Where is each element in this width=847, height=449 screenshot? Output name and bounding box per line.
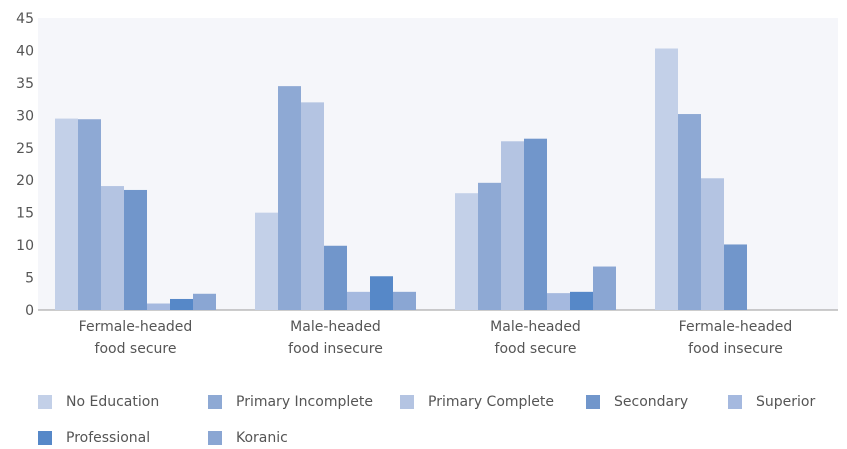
bar [478, 182, 501, 310]
y-tick-label: 35 [16, 76, 34, 92]
bar [347, 291, 370, 310]
x-category-label: food secure [495, 341, 577, 357]
bar [547, 293, 570, 310]
legend-item: Primary Incomplete [208, 394, 373, 410]
legend-item: Secondary [586, 394, 688, 410]
bar [55, 118, 78, 310]
bar [701, 178, 724, 310]
legend-label: Koranic [236, 430, 288, 446]
y-tick-label: 20 [16, 173, 34, 189]
x-category-label: Male-headed [290, 319, 381, 335]
x-category-label: food insecure [688, 341, 783, 357]
bar [324, 245, 347, 310]
bar [170, 298, 193, 310]
x-category-label: food secure [95, 341, 177, 357]
y-tick-label: 5 [25, 271, 34, 287]
bar [101, 186, 124, 310]
y-tick-label: 25 [16, 141, 34, 157]
bar [78, 119, 101, 310]
bar [393, 291, 416, 310]
y-tick-label: 30 [16, 108, 34, 124]
legend-swatch [400, 395, 414, 409]
legend-label: Primary Complete [428, 394, 555, 410]
legend-swatch [586, 395, 600, 409]
y-tick-label: 15 [16, 206, 34, 222]
legend-item: Superior [728, 394, 815, 410]
bar [593, 266, 616, 310]
legend-label: Professional [66, 430, 151, 446]
x-category-label: Fermale-headed [79, 319, 193, 335]
y-tick-label: 45 [16, 11, 34, 27]
y-tick-label: 40 [16, 43, 34, 59]
y-tick-label: 10 [16, 238, 34, 254]
legend-item: Professional [38, 430, 150, 446]
bar [370, 276, 393, 310]
bar [501, 141, 524, 310]
bar [255, 212, 278, 310]
bar [278, 86, 301, 310]
legend-item: No Education [38, 394, 159, 410]
legend-item: Koranic [208, 430, 288, 446]
legend-label: Primary Incomplete [236, 394, 373, 410]
legend-label: Superior [756, 394, 816, 410]
bar [193, 293, 216, 310]
legend-swatch [38, 431, 52, 445]
bar [678, 114, 701, 310]
bar [147, 303, 170, 310]
legend-swatch [208, 395, 222, 409]
legend-swatch [38, 395, 52, 409]
x-category-label: Fermale-headed [679, 319, 793, 335]
legend-label: Secondary [614, 394, 689, 410]
bar [524, 138, 547, 310]
y-tick-label: 0 [25, 303, 34, 319]
legend-swatch [728, 395, 742, 409]
bar [724, 244, 747, 310]
bar [124, 189, 147, 310]
bar [570, 291, 593, 310]
bar [301, 102, 324, 310]
bar [655, 48, 678, 311]
legend-label: No Education [66, 394, 160, 410]
x-category-label: food insecure [288, 341, 383, 357]
x-category-label: Male-headed [490, 319, 581, 335]
legend-swatch [208, 431, 222, 445]
bar [455, 193, 478, 310]
legend-item: Primary Complete [400, 394, 554, 410]
